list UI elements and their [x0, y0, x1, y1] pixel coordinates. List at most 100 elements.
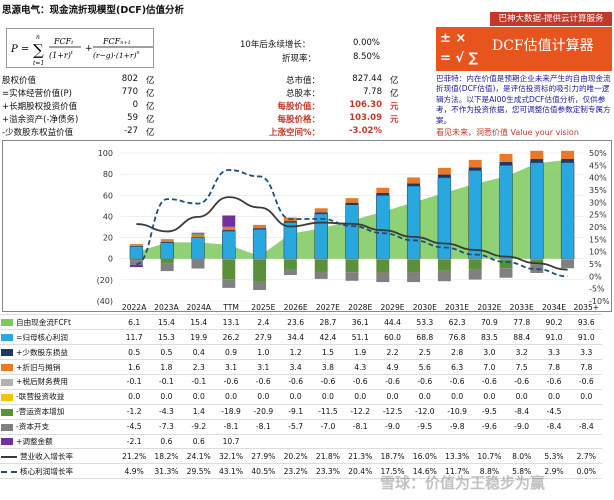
- table-cell: -4.3: [150, 404, 183, 420]
- param-discount-label: 折现率：: [282, 54, 317, 64]
- table-cell: 0.9: [214, 344, 248, 361]
- bar-segment: [376, 258, 390, 260]
- bar-segment: [468, 259, 482, 270]
- param-growth-label: 10年后永续增长：: [240, 40, 311, 50]
- bar-segment: [253, 259, 267, 282]
- equity-item-label: +溢余资产(-净债务): [2, 115, 79, 125]
- fcf-area: [136, 159, 568, 259]
- table-cell: 91.0: [537, 329, 571, 346]
- table-cell: 23.3%: [311, 463, 345, 480]
- row-label: 核心利润增长率: [0, 463, 118, 480]
- table-cell: -0.6: [440, 374, 474, 390]
- param-growth-value[interactable]: 0.00%: [353, 38, 381, 48]
- table-cell: 11.7%: [440, 463, 474, 480]
- bar-segment: [407, 272, 421, 283]
- row-label-text: +调整金额: [16, 436, 53, 446]
- bar-segment: [283, 258, 297, 260]
- table-cell: 5.6: [408, 359, 441, 375]
- bar-segment: [376, 187, 390, 193]
- bar-segment: [314, 271, 328, 279]
- equity-item-label: =实体经营价值(P): [2, 89, 72, 99]
- table-row: =归母核心利润 11.7 15.3 19.9 26.2 27.9 34.4 42.4 51.1 6…: [0, 329, 603, 346]
- bar-segment: [252, 229, 267, 259]
- table-cell: 4.3: [344, 359, 377, 375]
- table-cell: 0.0: [344, 389, 377, 405]
- equity-item-unit: 亿: [146, 76, 155, 86]
- table-cell: -0.6: [505, 374, 538, 390]
- table-cell: 0.0: [505, 389, 538, 405]
- table-cell: -0.6: [570, 374, 603, 390]
- bar-segment: [530, 159, 544, 163]
- table-cell: 3.0: [473, 344, 506, 361]
- market-item-value: 7.78: [363, 87, 382, 97]
- brand-tag: 巴神大数据-提供云计算服务: [490, 12, 612, 26]
- svg-text:+: +: [85, 44, 93, 54]
- table-cell: 2.7%: [570, 448, 603, 465]
- bar-segment: [407, 258, 421, 260]
- table-cell: 1.5: [311, 344, 345, 361]
- table-cell: 3.8: [311, 359, 345, 375]
- table-cell: -10.9: [440, 404, 474, 420]
- table-cell: 0.6: [150, 434, 183, 450]
- row-label: -营运资本增加: [0, 404, 118, 420]
- table-cell: [505, 434, 538, 450]
- right-axis-tick: 35%: [589, 186, 607, 195]
- bar-segment: [129, 258, 143, 261]
- bar-segment: [345, 272, 359, 281]
- table-cell: 15.3: [150, 329, 183, 346]
- svg-text:P =: P =: [10, 44, 29, 55]
- table-cell: -9.1: [279, 404, 312, 420]
- bar-segment: [160, 258, 174, 264]
- left-axis-tick: 40: [103, 212, 113, 221]
- row-label-text: +少数股东损益: [16, 347, 68, 357]
- legend-swatch: [1, 455, 17, 458]
- table-cell: 0.0: [247, 389, 280, 405]
- table-cell: 3.4: [279, 359, 312, 375]
- bar-segment: [376, 192, 390, 196]
- table-cell: 23.6: [279, 314, 312, 331]
- table-cell: -0.6: [344, 374, 377, 390]
- year-header: TTM: [214, 300, 248, 316]
- bar-segment: [253, 224, 267, 229]
- bar-segment: [468, 258, 482, 260]
- year-header: 2033E: [505, 300, 538, 316]
- table-cell: 83.5: [473, 329, 506, 346]
- table-cell: 7.0: [473, 359, 506, 375]
- bar-segment: [468, 269, 482, 280]
- table-cell: -1.2: [118, 404, 151, 420]
- table-cell: 28.7: [311, 314, 345, 331]
- bar-segment: [468, 167, 482, 171]
- table-cell: -0.1: [118, 374, 151, 390]
- bar-segment: [191, 234, 205, 238]
- table-cell: 53.3: [408, 314, 441, 331]
- bar-segment: [222, 279, 236, 288]
- table-cell: -5.7: [279, 419, 312, 435]
- bar-segment: [499, 259, 513, 269]
- table-cell: 62.3: [440, 314, 474, 331]
- bar-segment: [560, 162, 575, 259]
- legend-swatch: [1, 423, 13, 431]
- bar-segment: [191, 233, 205, 235]
- dcf-calculator-logo[interactable]: ± × = √ ∑ DCF估值计算器: [436, 27, 612, 71]
- table-cell: -8.4: [505, 404, 538, 420]
- table-cell: 0.0: [182, 389, 215, 405]
- year-header: 2035+: [570, 300, 603, 316]
- table-cell: 15.4: [182, 314, 215, 331]
- bar-segment: [253, 228, 267, 230]
- table-cell: 2.4: [247, 314, 280, 331]
- table-cell: -2.1: [118, 434, 151, 450]
- forecast-table: 2022A 2023A 2024A TTM 2025E 2026E 2027E 2028E 20…: [0, 300, 603, 480]
- svg-text:FCFn+1: FCFn+1: [102, 37, 131, 46]
- bar-segment: [561, 159, 575, 163]
- table-cell: 0.0: [214, 389, 248, 405]
- bar-segment: [283, 222, 298, 259]
- table-cell: [473, 434, 506, 450]
- year-header: 2024A: [182, 300, 215, 316]
- svg-text:FCFt: FCFt: [53, 37, 74, 46]
- bar-segment: [530, 259, 544, 265]
- table-cell: 36.1: [344, 314, 377, 331]
- table-cell: 2.3: [182, 359, 215, 375]
- table-cell: 27.9%: [247, 448, 280, 465]
- param-discount-value[interactable]: 8.50%: [353, 52, 381, 62]
- row-label-text: -联营投资收益: [16, 392, 65, 402]
